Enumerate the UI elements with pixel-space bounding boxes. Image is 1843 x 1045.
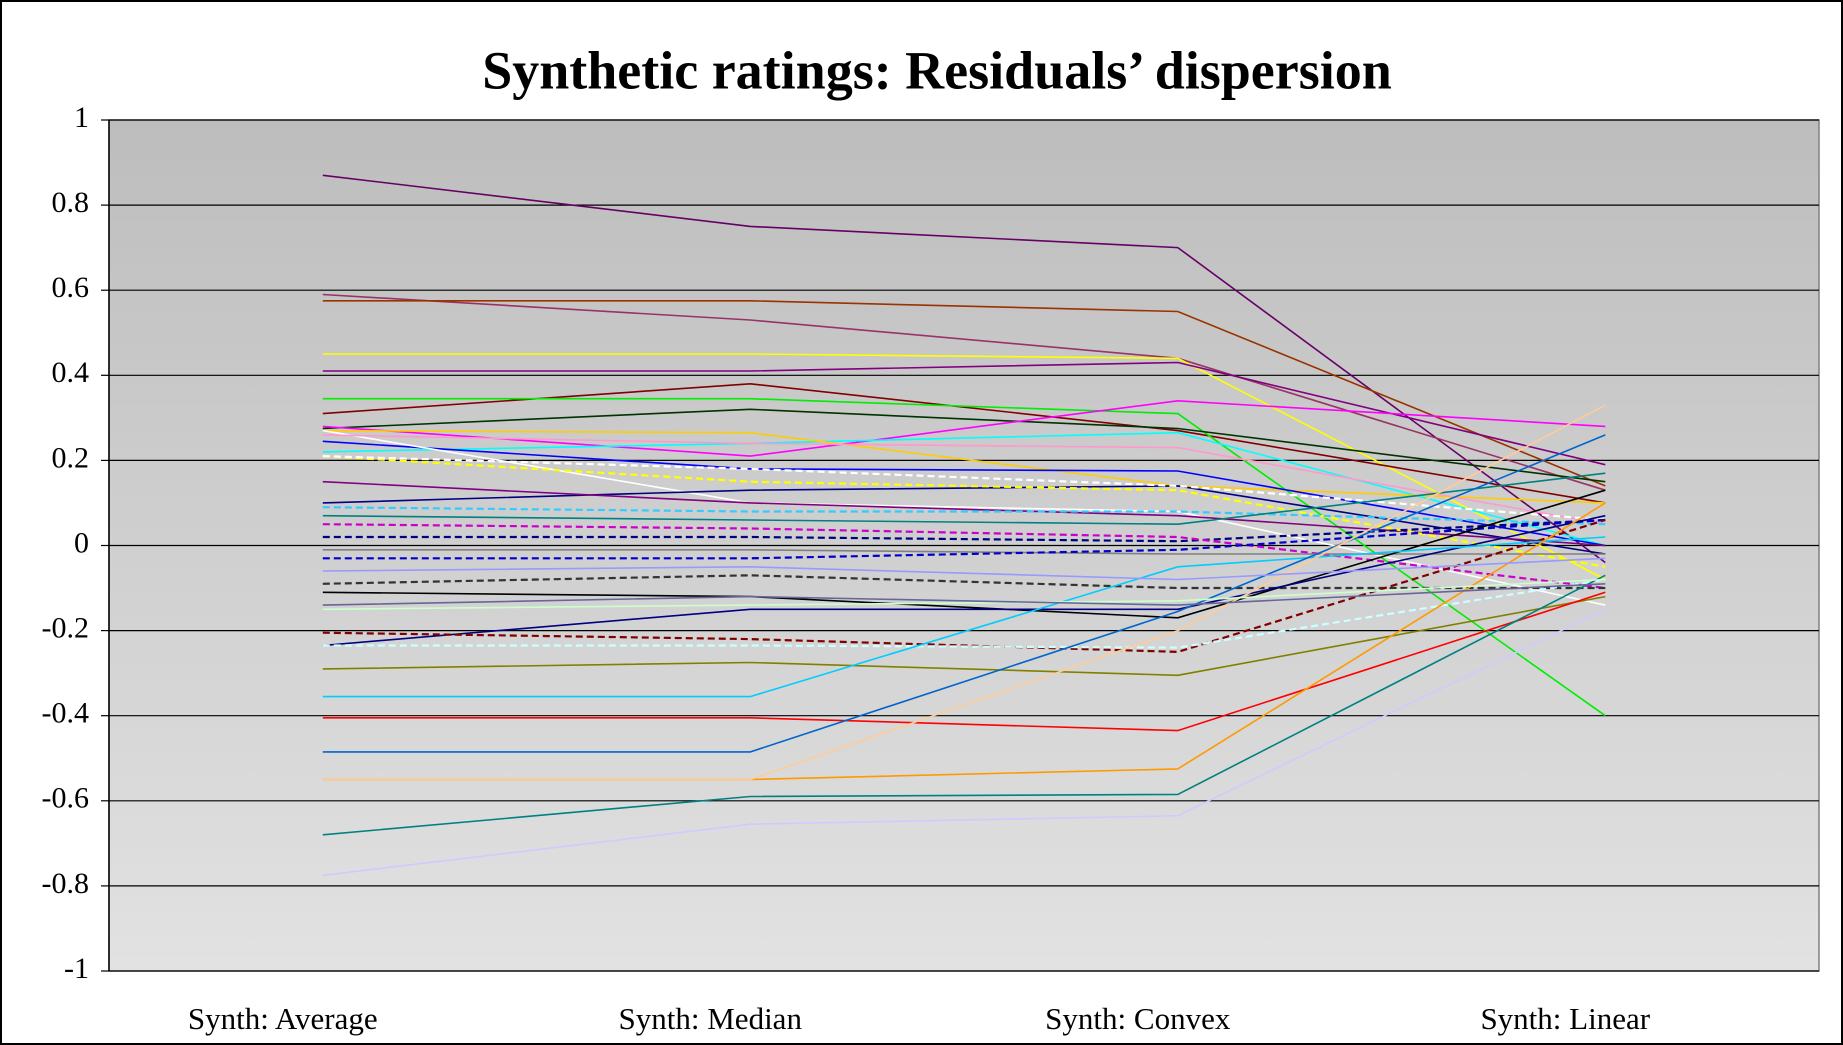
series-line	[322, 574, 1606, 590]
labels: -1 -0.8 -0.6 -0.4 -0.2 0 0.2 0.4 0.6 0.8 1 Synth: A…	[42, 101, 1651, 1036]
y-tick-label: 0.2	[52, 441, 90, 474]
series-line	[322, 578, 1606, 611]
series-line	[322, 583, 1606, 606]
series-line	[322, 429, 1606, 606]
x-tick-label: Synth: Convex	[1045, 1001, 1231, 1036]
chart-title: Synthetic ratings: Residuals’ dispersion	[482, 40, 1392, 100]
series-line	[322, 404, 1606, 781]
series-line	[322, 353, 1606, 581]
series-line	[322, 608, 1606, 877]
series-line	[322, 518, 1606, 543]
series-line	[322, 293, 1606, 491]
series-line	[322, 489, 1606, 619]
series-line	[322, 536, 1606, 698]
series-line	[322, 440, 1606, 547]
series-line	[322, 455, 1606, 568]
series-line	[322, 434, 1606, 753]
y-tick-label: -0.8	[42, 867, 90, 900]
series-line	[322, 518, 1606, 560]
lines	[322, 174, 1606, 877]
y-tick-label: 0	[74, 526, 89, 559]
y-tick-label: 0.6	[52, 271, 90, 304]
series-line	[322, 300, 1606, 487]
series-line	[322, 514, 1606, 647]
y-tick-label: -1	[64, 952, 89, 985]
series-line	[322, 455, 1606, 522]
series-line	[322, 472, 1606, 526]
series-line	[322, 591, 1606, 732]
x-tick-label: Synth: Linear	[1480, 1001, 1650, 1036]
y-tick-label: -0.6	[42, 782, 90, 815]
series-line	[322, 574, 1606, 836]
y-tick-label: -0.2	[42, 611, 90, 644]
series-line	[322, 434, 1606, 525]
series-line	[322, 578, 1606, 649]
series-line	[322, 399, 1606, 457]
y-tick-label: 0.4	[52, 356, 90, 389]
y-tick-label: 0.8	[52, 186, 90, 219]
series-line	[322, 174, 1606, 564]
y-tick-label: 1	[74, 101, 89, 134]
series-line	[322, 408, 1606, 483]
x-tick-label: Synth: Average	[188, 1001, 378, 1036]
y-tick-label: -0.4	[42, 697, 90, 730]
series-line	[322, 397, 1606, 717]
series-line	[322, 431, 1606, 547]
series-line	[322, 557, 1606, 581]
x-tick-label: Synth: Median	[619, 1001, 803, 1036]
series-line	[322, 485, 1606, 555]
series-line	[322, 429, 1606, 504]
